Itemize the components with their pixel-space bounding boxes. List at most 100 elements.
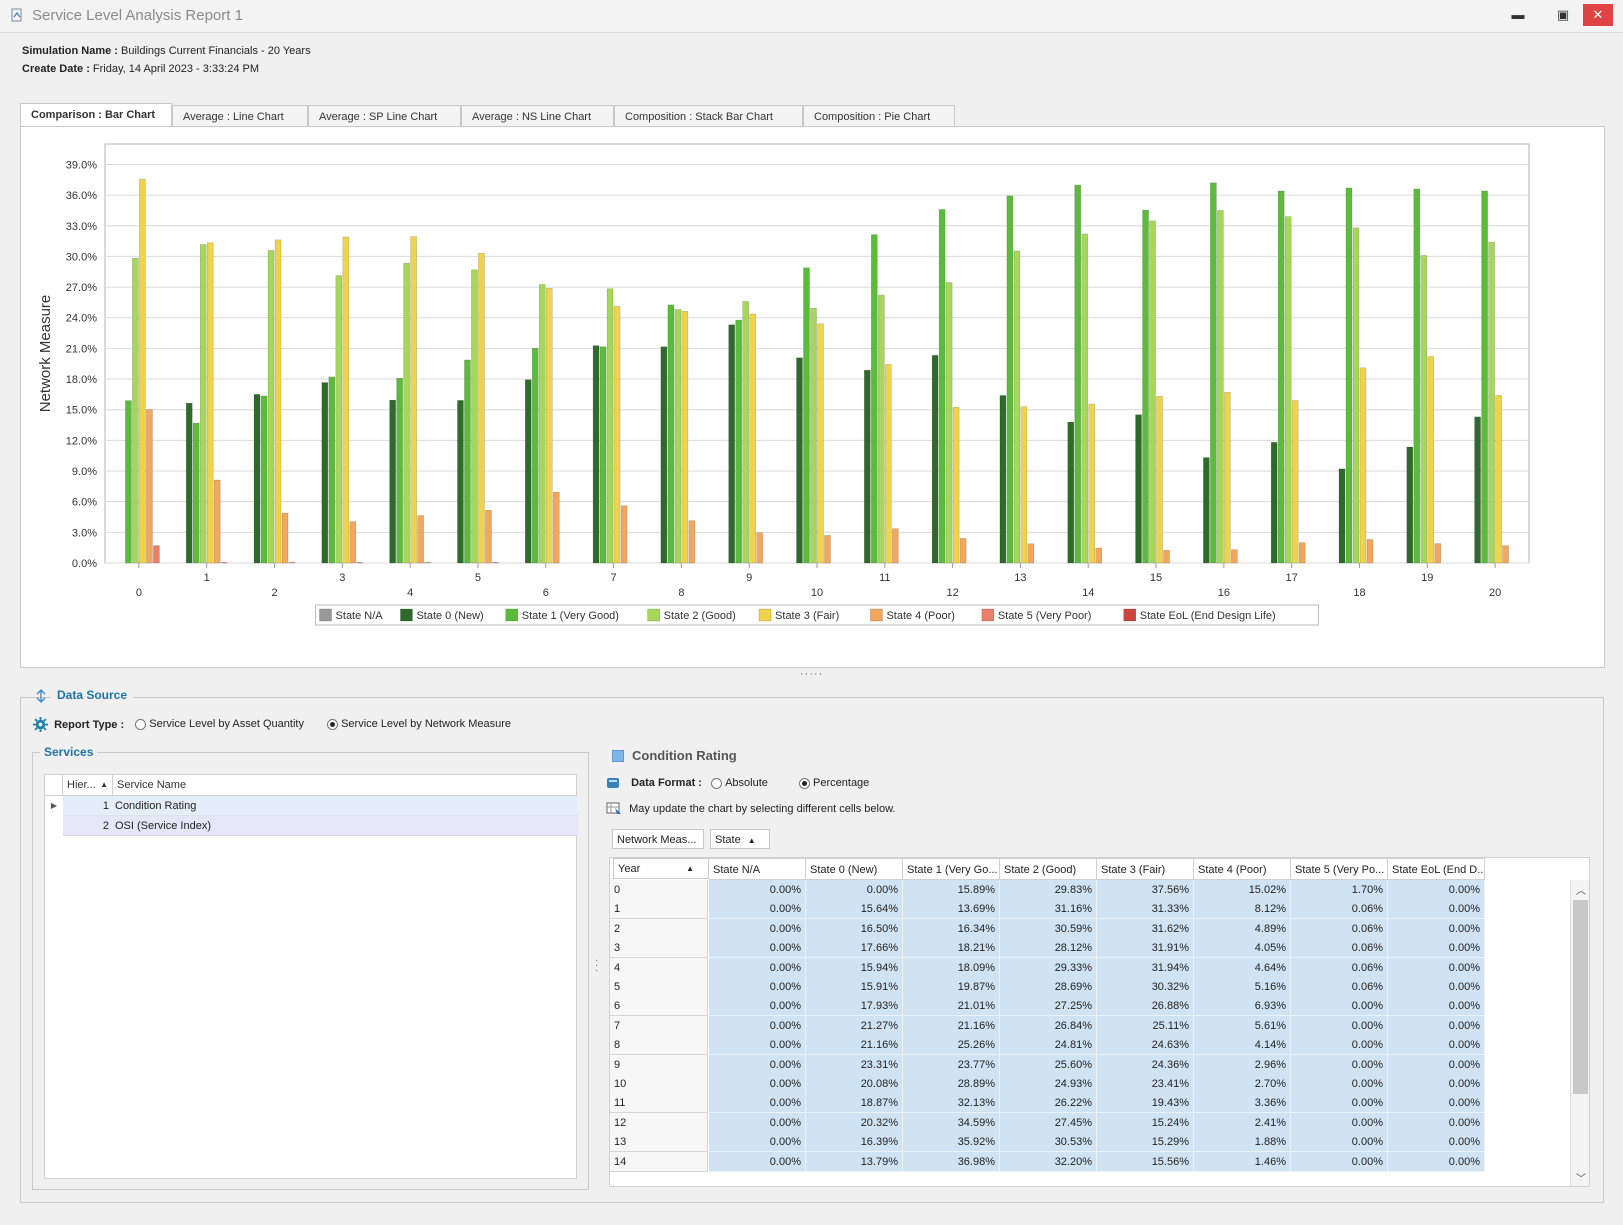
pivot-cell[interactable]: 2.70% (1194, 1074, 1291, 1094)
pivot-cell[interactable]: 23.31% (806, 1054, 903, 1075)
pivot-cell[interactable]: 20.08% (806, 1074, 903, 1094)
pivot-cell[interactable]: 37.56% (1097, 880, 1194, 900)
pivot-cell[interactable]: 24.93% (1000, 1074, 1097, 1094)
pivot-cell[interactable]: 18.87% (806, 1093, 903, 1114)
pivot-cell[interactable]: 0.00% (709, 1054, 806, 1075)
pivot-cell[interactable]: 30.32% (1097, 977, 1194, 997)
pivot-cell[interactable]: 4.89% (1194, 918, 1291, 939)
pivot-cell[interactable]: 4.14% (1194, 1035, 1291, 1056)
pivot-cell[interactable]: 13.79% (806, 1151, 903, 1172)
pivot-row-year[interactable]: 13 (610, 1132, 708, 1153)
pivot-cell[interactable]: 1.88% (1194, 1132, 1291, 1153)
format-absolute-option[interactable]: Absolute (711, 777, 771, 789)
pivot-cell[interactable]: 4.05% (1194, 938, 1291, 959)
service-row-osi[interactable]: 2 OSI (Service Index) (63, 816, 578, 836)
pivot-row-year[interactable]: 2 (610, 918, 708, 939)
pivot-cell[interactable]: 21.16% (806, 1035, 903, 1056)
pivot-cell[interactable]: 0.00% (1291, 996, 1388, 1017)
pivot-cell[interactable]: 1.70% (1291, 880, 1388, 900)
pivot-column-header[interactable]: State 2 (Good) (1000, 858, 1097, 880)
pivot-row-year[interactable]: 4 (610, 957, 708, 978)
pivot-cell[interactable]: 0.00% (709, 996, 806, 1017)
pivot-cell[interactable]: 25.11% (1097, 1015, 1194, 1036)
pivot-cell[interactable]: 19.87% (903, 977, 1000, 997)
pivot-cell[interactable]: 0.06% (1291, 977, 1388, 997)
scroll-up-icon[interactable]: ︿ (1576, 886, 1586, 897)
pivot-cell[interactable]: 31.62% (1097, 918, 1194, 939)
pivot-cell[interactable]: 3.36% (1194, 1093, 1291, 1114)
pivot-cell[interactable]: 34.59% (903, 1112, 1000, 1133)
service-row-condition-rating[interactable]: 1 Condition Rating (63, 796, 578, 816)
pivot-row-year[interactable]: 6 (610, 996, 708, 1017)
pivot-cell[interactable]: 15.02% (1194, 880, 1291, 900)
pivot-cell[interactable]: 5.16% (1194, 977, 1291, 997)
pivot-cell[interactable]: 25.26% (903, 1035, 1000, 1056)
pivot-column-header[interactable]: State 0 (New) (806, 858, 903, 880)
pivot-cell[interactable]: 6.93% (1194, 996, 1291, 1017)
pivot-cell[interactable]: 19.43% (1097, 1093, 1194, 1114)
pivot-cell[interactable]: 24.81% (1000, 1035, 1097, 1056)
splitter-grip[interactable]: ····· (800, 668, 824, 680)
pivot-column-header[interactable]: State N/A (709, 858, 806, 880)
pivot-cell[interactable]: 0.00% (1388, 880, 1485, 900)
pivot-cell[interactable]: 0.06% (1291, 899, 1388, 920)
pivot-row-year[interactable]: 7 (610, 1015, 708, 1036)
pivot-row-year[interactable]: 11 (610, 1093, 708, 1114)
services-grid[interactable]: Hier... ▲ Service Name ▶ 1 Condition Rat… (44, 774, 578, 1179)
pivot-cell[interactable]: 16.50% (806, 918, 903, 939)
pivot-cell[interactable]: 18.09% (903, 957, 1000, 978)
pivot-cell[interactable]: 28.69% (1000, 977, 1097, 997)
radio-network[interactable] (327, 719, 339, 730)
pivot-cell[interactable]: 24.63% (1097, 1035, 1194, 1056)
field-state[interactable]: State ▲ (710, 829, 770, 849)
pivot-cell[interactable]: 18.21% (903, 938, 1000, 959)
pivot-cell[interactable]: 0.00% (709, 918, 806, 939)
pivot-cell[interactable]: 0.06% (1291, 918, 1388, 939)
services-col-hier[interactable]: Hier... ▲ (63, 775, 113, 796)
pivot-cell[interactable]: 16.34% (903, 918, 1000, 939)
data-source-collapse-icon[interactable] (33, 689, 49, 703)
pivot-cell[interactable]: 0.00% (1291, 1015, 1388, 1036)
pivot-cell[interactable]: 15.24% (1097, 1112, 1194, 1133)
pivot-cell[interactable]: 21.27% (806, 1015, 903, 1036)
tab-average-line-chart[interactable]: Average : Line Chart (172, 105, 308, 127)
pivot-cell[interactable]: 2.41% (1194, 1112, 1291, 1133)
pivot-cell[interactable]: 0.00% (1291, 1054, 1388, 1075)
pivot-cell[interactable]: 24.36% (1097, 1054, 1194, 1075)
pivot-cell[interactable]: 26.84% (1000, 1015, 1097, 1036)
pivot-row-year[interactable]: 12 (610, 1112, 708, 1133)
pivot-cell[interactable]: 21.01% (903, 996, 1000, 1017)
pivot-cell[interactable]: 15.64% (806, 899, 903, 920)
format-percentage-option[interactable]: Percentage (798, 777, 869, 789)
tab-composition-pie-chart[interactable]: Composition : Pie Chart (803, 105, 955, 127)
pivot-cell[interactable]: 15.56% (1097, 1151, 1194, 1172)
pivot-cell[interactable]: 0.00% (1291, 1093, 1388, 1114)
maximize-button[interactable]: ▣ (1556, 7, 1570, 22)
pivot-cell[interactable]: 0.00% (1388, 918, 1485, 939)
tab-composition-stack-bar-chart[interactable]: Composition : Stack Bar Chart (614, 105, 803, 127)
pivot-cell[interactable]: 0.00% (709, 938, 806, 959)
pivot-cell[interactable]: 0.00% (709, 1035, 806, 1056)
pivot-cell[interactable]: 17.66% (806, 938, 903, 959)
pivot-cell[interactable]: 15.29% (1097, 1132, 1194, 1153)
pivot-cell[interactable]: 0.00% (1291, 1035, 1388, 1056)
pivot-cell[interactable]: 0.00% (1388, 957, 1485, 978)
pivot-column-header[interactable]: State 4 (Poor) (1194, 858, 1291, 880)
pivot-column-header[interactable]: State 3 (Fair) (1097, 858, 1194, 880)
pivot-cell[interactable]: 28.12% (1000, 938, 1097, 959)
pivot-cell[interactable]: 21.16% (903, 1015, 1000, 1036)
pivot-cell[interactable]: 30.53% (1000, 1132, 1097, 1153)
pivot-cell[interactable]: 8.12% (1194, 899, 1291, 920)
pivot-cell[interactable]: 28.89% (903, 1074, 1000, 1094)
pivot-cell[interactable]: 0.00% (1388, 1054, 1485, 1075)
pivot-cell[interactable]: 15.91% (806, 977, 903, 997)
vertical-splitter-grip[interactable]: · · · (595, 955, 599, 976)
field-network-measure[interactable]: Network Meas... (612, 829, 704, 849)
pivot-cell[interactable]: 0.00% (1388, 938, 1485, 959)
pivot-cell[interactable]: 0.00% (709, 1074, 806, 1094)
tab-average-sp-line-chart[interactable]: Average : SP Line Chart (308, 105, 461, 127)
tab-average-ns-line-chart[interactable]: Average : NS Line Chart (461, 105, 614, 127)
pivot-cell[interactable]: 0.00% (1388, 1132, 1485, 1153)
radio-absolute[interactable] (711, 777, 723, 789)
pivot-column-header[interactable]: State 1 (Very Go... (903, 858, 1000, 880)
